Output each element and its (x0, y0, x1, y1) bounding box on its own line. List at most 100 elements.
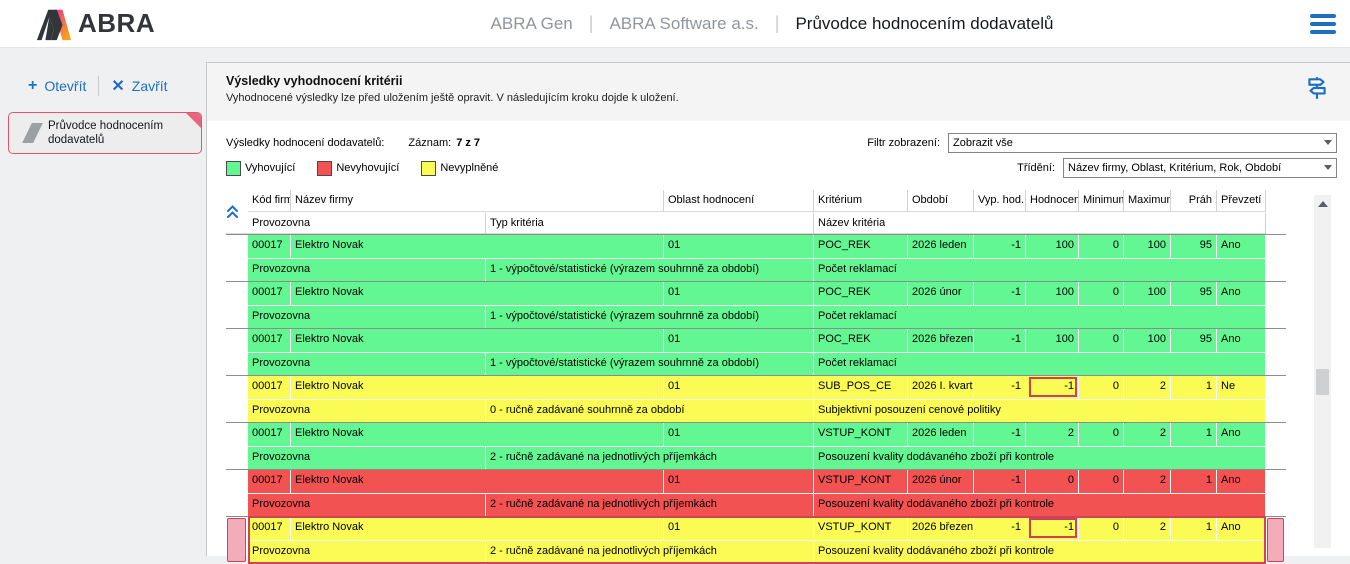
legend-item-ok: Vyhovující (226, 161, 295, 176)
chevron-down-icon (1324, 140, 1332, 145)
selection-gutter-left (226, 235, 248, 281)
col-header-nazev-kriteria[interactable]: Název kritéria (814, 212, 1266, 234)
col-header-maximum[interactable]: Maximum (1124, 190, 1171, 212)
top-bar: ABRA ABRA Gen | ABRA Software a.s. | Prů… (0, 0, 1350, 48)
cell-prah: 1 (1171, 470, 1217, 493)
cell-oblast: 01 (664, 376, 814, 399)
col-header-typ-kriteria[interactable]: Typ kritéria (486, 212, 814, 234)
filter-select[interactable]: Zobrazit vše (948, 133, 1337, 153)
cell-nazev: Elektro Novak (291, 329, 664, 352)
step-title: Výsledky vyhodnocení kritérii (226, 74, 1350, 88)
cell-nazev_kriteria: Počet reklamací (814, 305, 1266, 328)
cell-maximum: 2 (1124, 470, 1171, 493)
legend-label: Nevyhovující (336, 162, 399, 174)
record-count: 7 z 7 (456, 137, 480, 149)
col-header-nazev-firmy[interactable]: Název firmy (291, 190, 664, 212)
tab-fold-corner (186, 113, 201, 128)
cell-vyp_hod: -1 (974, 517, 1026, 540)
cell-prevzeti: Ano (1217, 517, 1266, 540)
results-label: Výsledky hodnocení dodavatelů: (226, 137, 384, 149)
legend-swatch (421, 161, 436, 176)
cell-kod: 00017 (248, 423, 291, 446)
cell-prevzeti: Ano (1217, 235, 1266, 258)
sidebar: + Otevřít ✕ Zavřít Průvodce hodnocením d… (0, 48, 206, 556)
col-header-vyp-hod[interactable]: Vyp. hod. (974, 190, 1026, 212)
signpost-icon[interactable] (1304, 75, 1330, 106)
legend-swatch (317, 161, 332, 176)
cell-kriterium: VSTUP_KONT (814, 470, 908, 493)
cell-hodnoceni: -1 (1026, 376, 1079, 399)
selection-gutter-left (226, 282, 248, 328)
col-header-oblast[interactable]: Oblast hodnocení (664, 190, 814, 212)
cell-hodnoceni: 2 (1026, 423, 1079, 446)
open-button[interactable]: + Otevřít (28, 77, 86, 95)
col-header-kriterium[interactable]: Kritérium (814, 190, 908, 212)
selection-gutter-right (1266, 423, 1286, 469)
cell-oblast: 01 (664, 282, 814, 305)
col-header-prevzeti[interactable]: Převzetí (1217, 190, 1266, 212)
cell-prah: 1 (1171, 517, 1217, 540)
cell-prah: 1 (1171, 376, 1217, 399)
cell-typ_kriteria: 2 - ručně zadávané na jednotlivých příje… (486, 493, 814, 516)
cell-provozovna: Provozovna (248, 446, 486, 469)
cell-minimum: 0 (1079, 470, 1124, 493)
cell-hodnoceni: -1 (1026, 517, 1079, 540)
selection-gutter-left (226, 376, 248, 422)
cell-hodnoceni: 0 (1026, 470, 1079, 493)
cell-maximum: 100 (1124, 329, 1171, 352)
cell-obdobi: 2026 únor (908, 282, 974, 305)
legend-item-empty: Nevyplněné (421, 161, 498, 176)
cell-provozovna: Provozovna (248, 493, 486, 516)
cell-maximum: 100 (1124, 235, 1171, 258)
open-button-label: Otevřít (44, 78, 86, 94)
cell-prah: 1 (1171, 423, 1217, 446)
cell-hodnoceni: 100 (1026, 282, 1079, 305)
grid-header: Kód firmy Název firmy Oblast hodnocení K… (226, 190, 1286, 234)
cell-obdobi: 2026 únor (908, 470, 974, 493)
collapse-rows-icon[interactable] (226, 190, 248, 234)
cell-typ_kriteria: 1 - výpočtové/statistické (výrazem souhr… (486, 258, 814, 281)
cell-hodnoceni: 100 (1026, 329, 1079, 352)
cell-oblast: 01 (664, 423, 814, 446)
cell-kriterium: SUB_POS_CE (814, 376, 908, 399)
cell-nazev: Elektro Novak (291, 423, 664, 446)
col-header-obdobi[interactable]: Období (908, 190, 974, 212)
cell-prevzeti: Ne (1217, 376, 1266, 399)
selection-gutter-left (227, 518, 246, 562)
menu-icon[interactable] (1310, 14, 1336, 34)
selection-gutter-right (1267, 518, 1284, 562)
sort-label: Třídění: (1017, 162, 1055, 174)
cell-vyp_hod: -1 (974, 423, 1026, 446)
cell-oblast: 01 (664, 517, 814, 540)
cell-kriterium: POC_REK (814, 329, 908, 352)
sidebar-tab-wizard[interactable]: Průvodce hodnocením dodavatelů (8, 112, 202, 154)
col-header-hodnoceni[interactable]: Hodnocení (1026, 190, 1079, 212)
selection-gutter-left (226, 423, 248, 469)
title-strip: ABRA Gen | ABRA Software a.s. | Průvodce… (234, 13, 1310, 34)
cell-prah: 95 (1171, 329, 1217, 352)
col-header-provozovna[interactable]: Provozovna (248, 212, 486, 234)
col-header-prah[interactable]: Práh (1171, 190, 1217, 212)
scroll-up-icon[interactable] (1314, 195, 1331, 212)
results-grid: Kód firmy Název firmy Oblast hodnocení K… (226, 190, 1286, 563)
cell-obdobi: 2026 leden (908, 235, 974, 258)
legend-label: Vyhovující (245, 162, 295, 174)
col-header-minimum[interactable]: Minimum (1079, 190, 1124, 212)
scrollbar-thumb[interactable] (1316, 369, 1329, 395)
sort-select[interactable]: Název firmy, Oblast, Kritérium, Rok, Obd… (1063, 158, 1337, 178)
app-name: ABRA Gen (491, 14, 573, 34)
vertical-scrollbar[interactable] (1314, 195, 1331, 548)
close-button[interactable]: ✕ Zavřít (111, 76, 167, 96)
selection-gutter-right (1266, 329, 1286, 375)
col-header-kod-firmy[interactable]: Kód firmy (248, 190, 291, 212)
cell-vyp_hod: -1 (974, 235, 1026, 258)
cell-nazev_kriteria: Posouzení kvality dodávaného zboží při k… (814, 446, 1266, 469)
cell-typ_kriteria: 2 - ručně zadávané na jednotlivých příje… (486, 446, 814, 469)
cell-maximum: 2 (1124, 517, 1171, 540)
